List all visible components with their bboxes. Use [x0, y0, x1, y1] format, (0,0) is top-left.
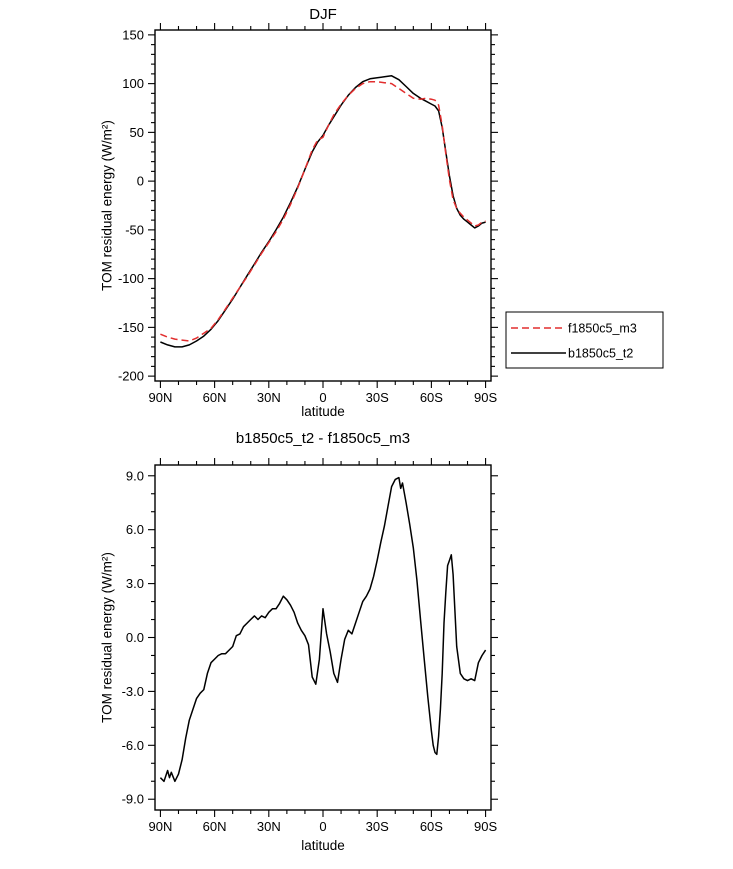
y-tick-label: -3.0: [122, 684, 144, 699]
y-tick-label: -9.0: [122, 792, 144, 807]
legend-label: b1850c5_t2: [568, 347, 633, 361]
y-tick-label: 0: [137, 174, 144, 189]
x-tick-label: 0: [319, 819, 326, 834]
tick-marks: [148, 458, 498, 817]
chart-difference: 9.0 6.0 3.0 0.0 -3.0 -6.0 -9.0 90N 60N 30N 0 30S 60S…: [122, 458, 498, 834]
chart-title-difference: b1850c5_t2 - f1850c5_m3: [235, 430, 411, 447]
tick-marks: [148, 23, 498, 388]
y-tick-label: 6.0: [126, 522, 144, 537]
x-tick-label: 30N: [257, 390, 281, 405]
y-tick-label: -200: [118, 369, 144, 384]
y-tick-label: 100: [122, 76, 144, 91]
plot-frame: [154, 29, 492, 382]
y-tick-label: -100: [118, 271, 144, 286]
x-tick-label: 30S: [366, 819, 389, 834]
series-line-f1850c5_m3: [160, 80, 486, 342]
x-tick-label: 90N: [148, 390, 172, 405]
y-tick-label: -50: [125, 222, 144, 237]
legend: f1850c5_m3 b1850c5_t2: [505, 311, 664, 369]
x-tick-label: 30S: [366, 390, 389, 405]
x-tick-label: 60N: [203, 819, 227, 834]
tick-labels: 150 100 50 0 -50 -100 -150 -200 90N 60N 30N 0 30S 60S…: [118, 27, 498, 405]
x-axis-label-top: latitude: [301, 404, 345, 419]
x-tick-label: 90S: [474, 819, 497, 834]
y-tick-label: 9.0: [126, 468, 144, 483]
x-tick-label: 90N: [148, 819, 172, 834]
y-tick-label: 150: [122, 27, 144, 42]
chart-title-djf: DJF: [309, 6, 337, 23]
x-axis-label-bottom: latitude: [301, 838, 345, 853]
y-tick-label: 0.0: [126, 630, 144, 645]
y-tick-label: 50: [130, 125, 144, 140]
chart-djf: 150 100 50 0 -50 -100 -150 -200 90N 60N 30N 0 30S 60S…: [118, 23, 664, 405]
x-tick-label: 0: [319, 390, 326, 405]
y-tick-label: -6.0: [122, 738, 144, 753]
x-tick-label: 60S: [420, 390, 443, 405]
x-tick-label: 30N: [257, 819, 281, 834]
series-line-b1850c5_t2---f1850c5_m3: [159, 476, 487, 783]
y-tick-label: -150: [118, 320, 144, 335]
x-tick-label: 60S: [420, 819, 443, 834]
plot-frame: [154, 464, 492, 811]
x-tick-label: 60N: [203, 390, 227, 405]
tick-labels: 9.0 6.0 3.0 0.0 -3.0 -6.0 -9.0 90N 60N 30N 0 30S 60S…: [122, 468, 498, 834]
legend-box: [505, 311, 664, 369]
x-tick-label: 90S: [474, 390, 497, 405]
y-tick-label: 3.0: [126, 576, 144, 591]
legend-label: f1850c5_m3: [568, 322, 637, 336]
series-line-b1850c5_t2: [160, 75, 486, 348]
